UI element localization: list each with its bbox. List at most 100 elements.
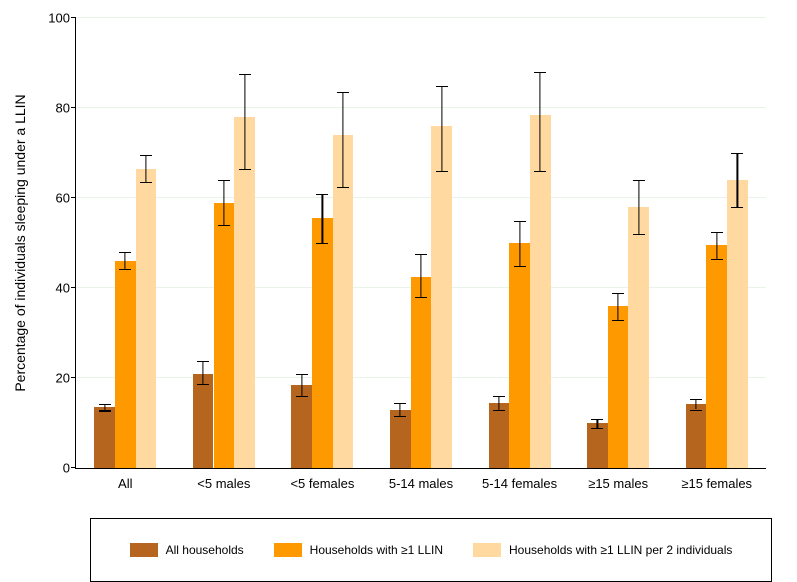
error-cap <box>119 269 131 270</box>
y-axis-label: Percentage of individuals sleeping under… <box>12 93 28 393</box>
error-cap <box>140 182 152 183</box>
error-cap <box>337 187 349 188</box>
error-cap <box>633 180 645 181</box>
error-cap <box>591 419 603 420</box>
bar <box>411 277 432 468</box>
ytick-label: 100 <box>48 11 76 26</box>
error-cap <box>514 221 526 222</box>
error-cap <box>534 171 546 172</box>
error-cap <box>394 403 406 404</box>
error-bar <box>301 374 302 397</box>
error-bar <box>638 180 639 234</box>
error-cap <box>436 86 448 87</box>
legend-swatch <box>130 543 158 557</box>
error-bar <box>519 221 520 266</box>
error-cap <box>731 153 743 154</box>
error-cap <box>197 361 209 362</box>
error-bar <box>145 155 146 182</box>
xtick-label: ≥15 females <box>681 468 752 491</box>
legend-swatch <box>274 543 302 557</box>
error-cap <box>415 254 427 255</box>
error-cap <box>218 225 230 226</box>
error-cap <box>140 155 152 156</box>
bar <box>587 423 608 468</box>
ytick-mark <box>71 287 76 289</box>
bar <box>291 385 312 468</box>
xtick-label: <5 males <box>197 468 250 491</box>
error-bar <box>125 252 126 269</box>
error-bar <box>597 419 598 428</box>
error-bar <box>716 232 717 259</box>
bar <box>727 180 748 468</box>
legend-item: All households <box>130 543 244 557</box>
error-bar <box>695 399 696 410</box>
error-cap <box>218 180 230 181</box>
error-cap <box>316 194 328 195</box>
bar <box>136 169 157 468</box>
error-cap <box>296 374 308 375</box>
error-bar <box>540 72 541 171</box>
ytick-label: 60 <box>56 191 76 206</box>
legend-label: Households with ≥1 LLIN per 2 individual… <box>509 543 732 557</box>
legend: All households Households with ≥1 LLIN Hou… <box>90 518 772 582</box>
error-bar <box>223 180 224 225</box>
error-cap <box>633 234 645 235</box>
ytick-label: 20 <box>56 371 76 386</box>
bar <box>94 407 115 468</box>
error-bar <box>498 396 499 410</box>
error-cap <box>514 266 526 267</box>
ytick-label: 80 <box>56 101 76 116</box>
legend-label: Households with ≥1 LLIN <box>310 543 443 557</box>
error-bar <box>244 74 245 169</box>
gridline <box>76 107 766 108</box>
error-cap <box>612 293 624 294</box>
error-bar <box>203 361 204 384</box>
ytick-mark <box>71 467 76 469</box>
xtick-label: All <box>118 468 132 491</box>
error-cap <box>415 297 427 298</box>
xtick-label: <5 females <box>290 468 354 491</box>
xtick-label: 5-14 females <box>482 468 557 491</box>
error-bar <box>420 254 421 297</box>
error-cap <box>239 169 251 170</box>
legend-label: All households <box>166 543 244 557</box>
plot-area: 020406080100All<5 males<5 females5-14 ma… <box>75 18 766 469</box>
error-cap <box>394 416 406 417</box>
error-cap <box>493 396 505 397</box>
ytick-mark <box>71 197 76 199</box>
error-cap <box>612 320 624 321</box>
error-cap <box>493 410 505 411</box>
error-cap <box>316 243 328 244</box>
error-cap <box>99 410 111 411</box>
ytick-mark <box>71 377 76 379</box>
error-cap <box>591 428 603 429</box>
legend-item: Households with ≥1 LLIN per 2 individual… <box>473 543 732 557</box>
error-bar <box>441 86 442 172</box>
gridline <box>76 197 766 198</box>
bar <box>312 218 333 468</box>
legend-item: Households with ≥1 LLIN <box>274 543 443 557</box>
error-bar <box>322 194 323 244</box>
error-cap <box>711 259 723 260</box>
bar <box>608 306 629 468</box>
bar <box>686 404 707 468</box>
ytick-label: 0 <box>63 461 76 476</box>
error-cap <box>239 74 251 75</box>
error-cap <box>690 410 702 411</box>
error-cap <box>436 171 448 172</box>
error-cap <box>534 72 546 73</box>
error-bar <box>737 153 738 207</box>
error-cap <box>337 92 349 93</box>
ytick-mark <box>71 17 76 19</box>
error-cap <box>197 384 209 385</box>
legend-swatch <box>473 543 501 557</box>
bar <box>214 203 235 469</box>
ytick-label: 40 <box>56 281 76 296</box>
error-cap <box>731 207 743 208</box>
gridline <box>76 17 766 18</box>
error-cap <box>119 252 131 253</box>
xtick-label: 5-14 males <box>389 468 453 491</box>
bar <box>489 403 510 468</box>
bar <box>390 410 411 469</box>
chart-container: 0 20 40 60 80 100 All <5 males <5 females 5-14 ma… <box>0 0 797 580</box>
